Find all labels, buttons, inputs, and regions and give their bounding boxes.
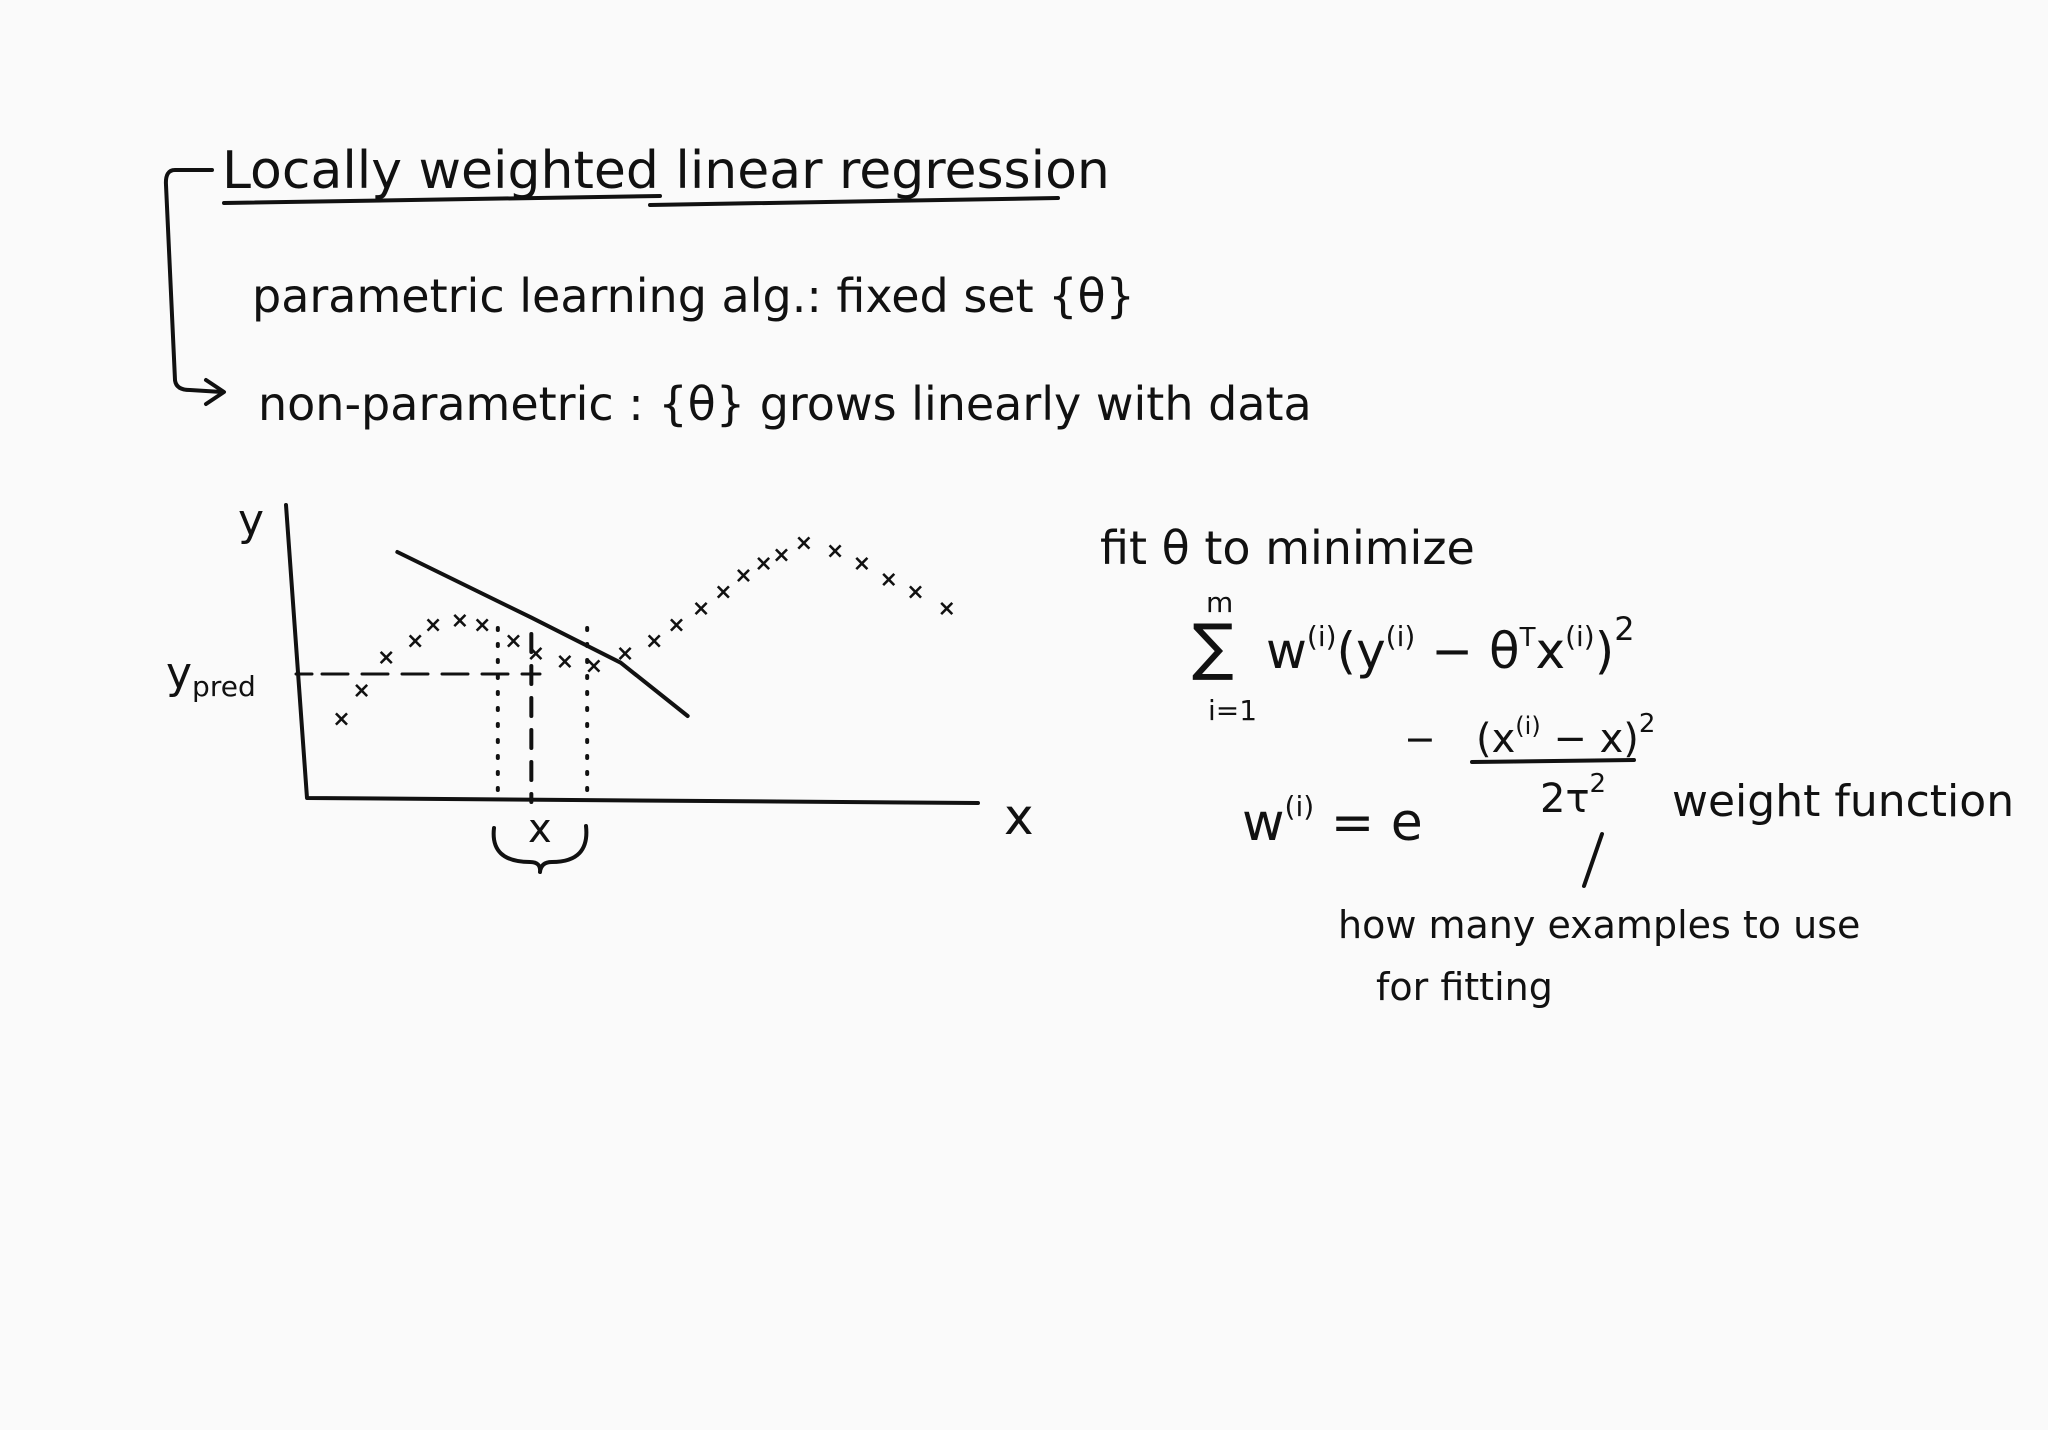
data-point: ×	[377, 646, 395, 671]
data-point: ×	[754, 551, 772, 576]
data-point: ×	[906, 580, 924, 605]
sum-upper: m	[1206, 586, 1233, 619]
title-underline	[222, 194, 1060, 207]
nonparametric-line: non-parametric : {θ} grows linearly with…	[258, 377, 1312, 431]
data-point: ×	[406, 629, 424, 654]
objective-power: 2	[1614, 610, 1634, 648]
data-point: ×	[667, 613, 685, 638]
data-point: ×	[504, 629, 522, 654]
data-point: ×	[734, 564, 752, 589]
formula-intro: fit θ to minimize	[1100, 521, 1475, 575]
ypred-label: y	[166, 648, 192, 699]
sum-symbol: ∑	[1192, 610, 1234, 683]
plot-axes	[284, 503, 980, 805]
objective-expression: w(i)(y(i) − θTx(i))2	[1266, 610, 1635, 680]
notes-section: Locally weighted linear regression param…	[163, 141, 1312, 431]
data-point: ×	[772, 543, 790, 568]
objective-x-sup: (i)	[1565, 620, 1595, 653]
exp-num-pow: 2	[1639, 709, 1656, 739]
x-axis-label: x	[1004, 788, 1034, 846]
ypred-axis-label: ypred	[166, 648, 256, 703]
data-point: ×	[473, 613, 491, 638]
data-point: ×	[795, 531, 813, 556]
title: Locally weighted linear regression	[222, 141, 1110, 201]
objective-paren-open: (	[1337, 622, 1357, 680]
objective-minus-theta: − θ	[1415, 622, 1519, 680]
exp-num-end: − x)	[1541, 716, 1639, 762]
exponent-numerator: (x(i) − x)2	[1476, 709, 1655, 762]
data-point: ×	[556, 650, 574, 675]
exp-den-pow: 2	[1590, 769, 1607, 799]
arrow-head-icon	[204, 378, 226, 406]
data-point: ×	[616, 642, 634, 667]
weight-brace	[491, 824, 589, 874]
parametric-line: parametric learning alg.: fixed set {θ}	[252, 269, 1135, 323]
exponent-denominator: 2τ2	[1540, 769, 1606, 822]
local-fit-line	[395, 550, 690, 718]
exp-den: 2τ	[1540, 776, 1590, 822]
y-axis-label: y	[238, 495, 264, 546]
tau-note-line-2: for fitting	[1376, 965, 1553, 1009]
data-point: ×	[826, 539, 844, 564]
objective-theta-sup: T	[1519, 623, 1536, 653]
bracket-arrow	[163, 168, 224, 394]
exp-num-sup: (i)	[1515, 712, 1540, 740]
exponent-minus: −	[1404, 717, 1436, 761]
tau-note-line-1: how many examples to use	[1338, 903, 1860, 947]
weight-w: w	[1242, 793, 1285, 853]
data-point: ×	[645, 629, 663, 654]
plot-marks: ××××× × ×× × × × × ××××× × × × × ×× ××	[332, 531, 956, 804]
exp-num-x: (x	[1476, 716, 1515, 762]
objective-y: y	[1356, 622, 1386, 680]
objective-y-sup: (i)	[1386, 620, 1416, 653]
formula-section: fit θ to minimize m ∑ i=1 w(i)(y(i) − θT…	[1100, 521, 2014, 1009]
data-point: ×	[332, 707, 350, 732]
data-point: ×	[585, 654, 603, 679]
lwr-plot: y x ypred ××××× × ×× × × × × ××××× × × × × ×× ×× x	[166, 495, 1034, 874]
data-point: ×	[692, 596, 710, 621]
data-point: ×	[879, 568, 897, 593]
objective-w: w	[1266, 622, 1307, 680]
weight-equation: w(i) = e	[1242, 790, 1423, 853]
exponent-fraction-bar	[1470, 758, 1636, 764]
objective-paren-close: )	[1595, 622, 1615, 680]
data-point: ×	[714, 580, 732, 605]
weight-w-sup: (i)	[1285, 790, 1315, 823]
ypred-subscript: pred	[192, 670, 256, 703]
data-point: ×	[424, 613, 442, 638]
objective-w-sup: (i)	[1307, 620, 1337, 653]
query-x-label: x	[528, 806, 552, 852]
data-point: ×	[352, 678, 370, 703]
tau-pointer	[1582, 832, 1604, 888]
data-point: ×	[451, 609, 469, 634]
objective-x: x	[1535, 622, 1565, 680]
data-point: ×	[938, 596, 956, 621]
sum-lower: i=1	[1208, 694, 1257, 727]
data-point: ×	[853, 551, 871, 576]
weight-function-label: weight function	[1672, 776, 2014, 827]
weight-equals-e: = e	[1314, 793, 1423, 853]
